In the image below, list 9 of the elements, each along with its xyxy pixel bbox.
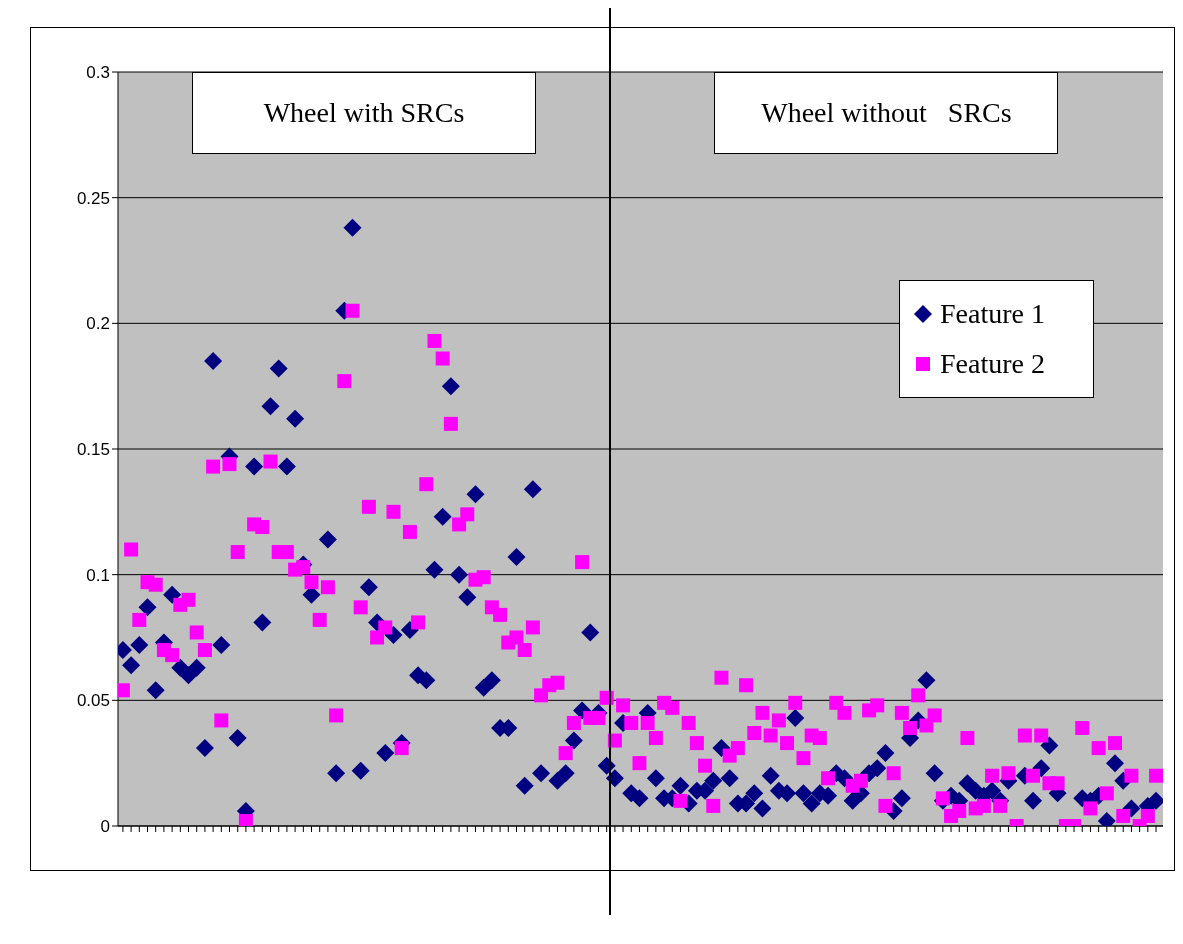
y-tick-label: 0.15 <box>76 440 110 460</box>
y-tick-label: 0.25 <box>76 188 110 208</box>
y-tick-label: 0 <box>100 817 110 837</box>
y-tick-label: 0.2 <box>86 314 110 334</box>
y-tick-label: 0.1 <box>86 565 110 585</box>
y-tick-label: 0.3 <box>86 63 110 83</box>
legend-label: Feature 1 <box>940 298 1045 330</box>
legend-label: Feature 2 <box>940 348 1045 380</box>
y-tick-label: 0.05 <box>76 691 110 711</box>
